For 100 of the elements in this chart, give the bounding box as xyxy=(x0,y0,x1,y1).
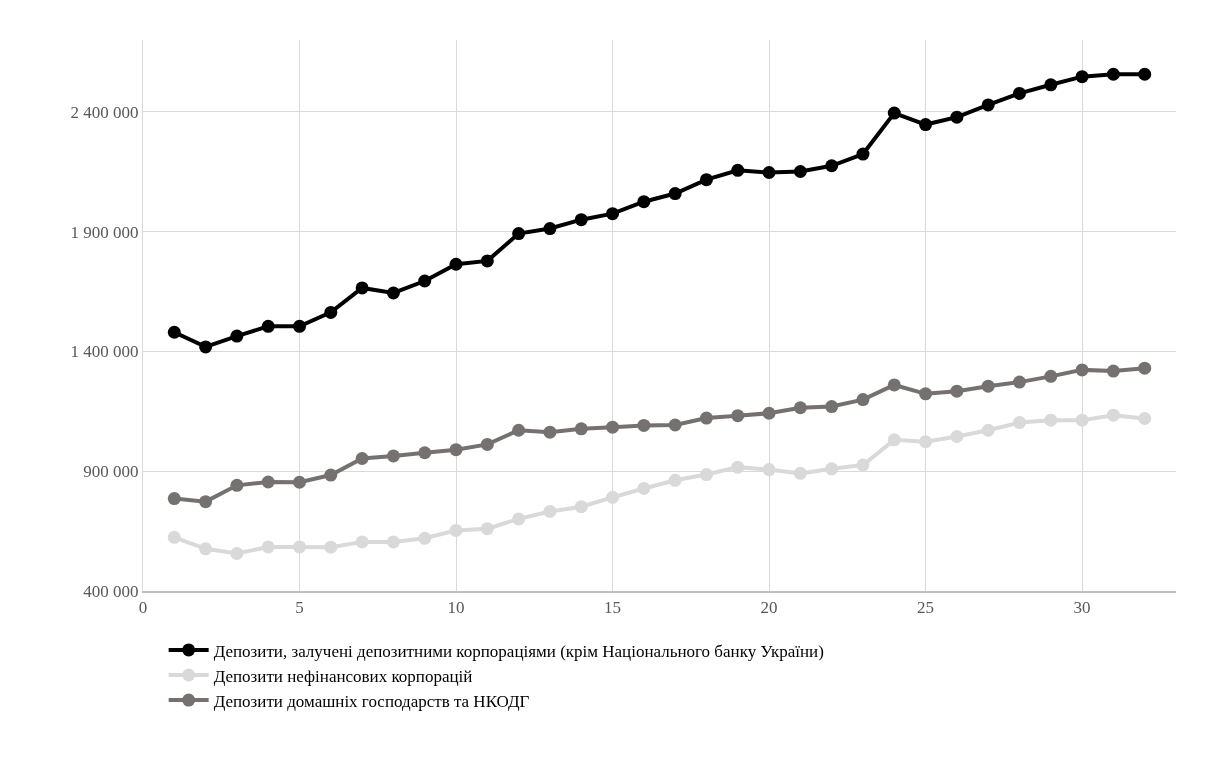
point xyxy=(1044,78,1058,92)
point xyxy=(1044,413,1058,427)
point xyxy=(574,213,588,227)
point xyxy=(825,400,839,414)
point xyxy=(950,429,964,443)
point xyxy=(919,118,933,132)
point xyxy=(418,274,432,288)
point xyxy=(355,535,369,549)
point xyxy=(230,546,244,560)
point xyxy=(199,495,213,509)
point xyxy=(950,110,964,124)
point xyxy=(637,481,651,495)
y-tick-label: 1 900 000 xyxy=(70,222,139,242)
point xyxy=(386,449,400,463)
point xyxy=(668,187,682,201)
point xyxy=(668,418,682,432)
point xyxy=(324,540,338,554)
point xyxy=(512,423,526,437)
point xyxy=(167,530,181,544)
point xyxy=(1075,363,1089,377)
point xyxy=(825,159,839,173)
point xyxy=(981,379,995,393)
point xyxy=(230,329,244,343)
point xyxy=(825,462,839,476)
point xyxy=(1138,67,1152,81)
legend-label: Депозити, залучені депозитними корпораціями (крім Національного банку України) xyxy=(213,641,824,661)
x-tick-label: 25 xyxy=(917,598,935,618)
point xyxy=(199,340,213,354)
point xyxy=(606,420,620,434)
point xyxy=(293,475,307,489)
point xyxy=(324,468,338,482)
point xyxy=(762,165,776,179)
point xyxy=(793,401,807,415)
point xyxy=(574,500,588,514)
point xyxy=(793,466,807,480)
point xyxy=(1106,364,1120,378)
point xyxy=(731,163,745,177)
point xyxy=(512,227,526,241)
point xyxy=(856,458,870,472)
point xyxy=(386,535,400,549)
point xyxy=(261,475,275,489)
point xyxy=(261,319,275,333)
point xyxy=(543,425,557,439)
point xyxy=(418,446,432,460)
point xyxy=(1075,413,1089,427)
point xyxy=(574,422,588,436)
point xyxy=(480,254,494,268)
point xyxy=(1075,70,1089,84)
point xyxy=(480,437,494,451)
point xyxy=(480,522,494,536)
y-tick-label: 1 400 000 xyxy=(70,342,139,362)
point xyxy=(355,281,369,295)
legend-label: Депозити домашніх господарств та НКОДГ xyxy=(213,691,530,711)
x-tick-label: 5 xyxy=(295,598,304,618)
point xyxy=(355,452,369,466)
point xyxy=(1138,412,1152,425)
x-tick-label: 20 xyxy=(760,598,778,618)
point xyxy=(1106,408,1120,422)
legend-label: Депозити нефінансових корпорацій xyxy=(213,666,473,686)
point xyxy=(261,540,275,554)
point xyxy=(981,423,995,437)
point xyxy=(699,411,713,425)
point xyxy=(731,409,745,423)
point xyxy=(731,460,745,474)
point xyxy=(699,468,713,482)
point xyxy=(981,98,995,112)
point xyxy=(1012,86,1026,100)
point xyxy=(293,319,307,333)
point xyxy=(386,286,400,300)
x-tick-label: 15 xyxy=(604,598,622,618)
point xyxy=(1044,369,1058,383)
point xyxy=(919,435,933,449)
y-tick-label: 900 000 xyxy=(83,462,139,482)
point xyxy=(199,542,213,556)
point xyxy=(167,492,181,506)
point xyxy=(793,165,807,179)
x-tick-label: 0 xyxy=(138,598,148,618)
point xyxy=(230,478,244,492)
point xyxy=(887,106,901,120)
point xyxy=(449,257,463,271)
point xyxy=(856,393,870,407)
point xyxy=(293,540,307,554)
point xyxy=(919,387,933,401)
point xyxy=(637,418,651,432)
point xyxy=(512,512,526,526)
point xyxy=(543,222,557,236)
point xyxy=(668,473,682,487)
point xyxy=(637,195,651,209)
point xyxy=(449,443,463,457)
point xyxy=(1012,416,1026,430)
point xyxy=(606,207,620,221)
point xyxy=(167,325,181,339)
x-tick-label: 10 xyxy=(447,598,465,618)
point xyxy=(324,305,338,319)
x-tick-label: 30 xyxy=(1073,598,1091,618)
point xyxy=(1106,67,1120,81)
point xyxy=(699,173,713,187)
point xyxy=(762,463,776,477)
y-tick-label: 2 400 000 xyxy=(70,102,139,122)
point xyxy=(449,523,463,537)
